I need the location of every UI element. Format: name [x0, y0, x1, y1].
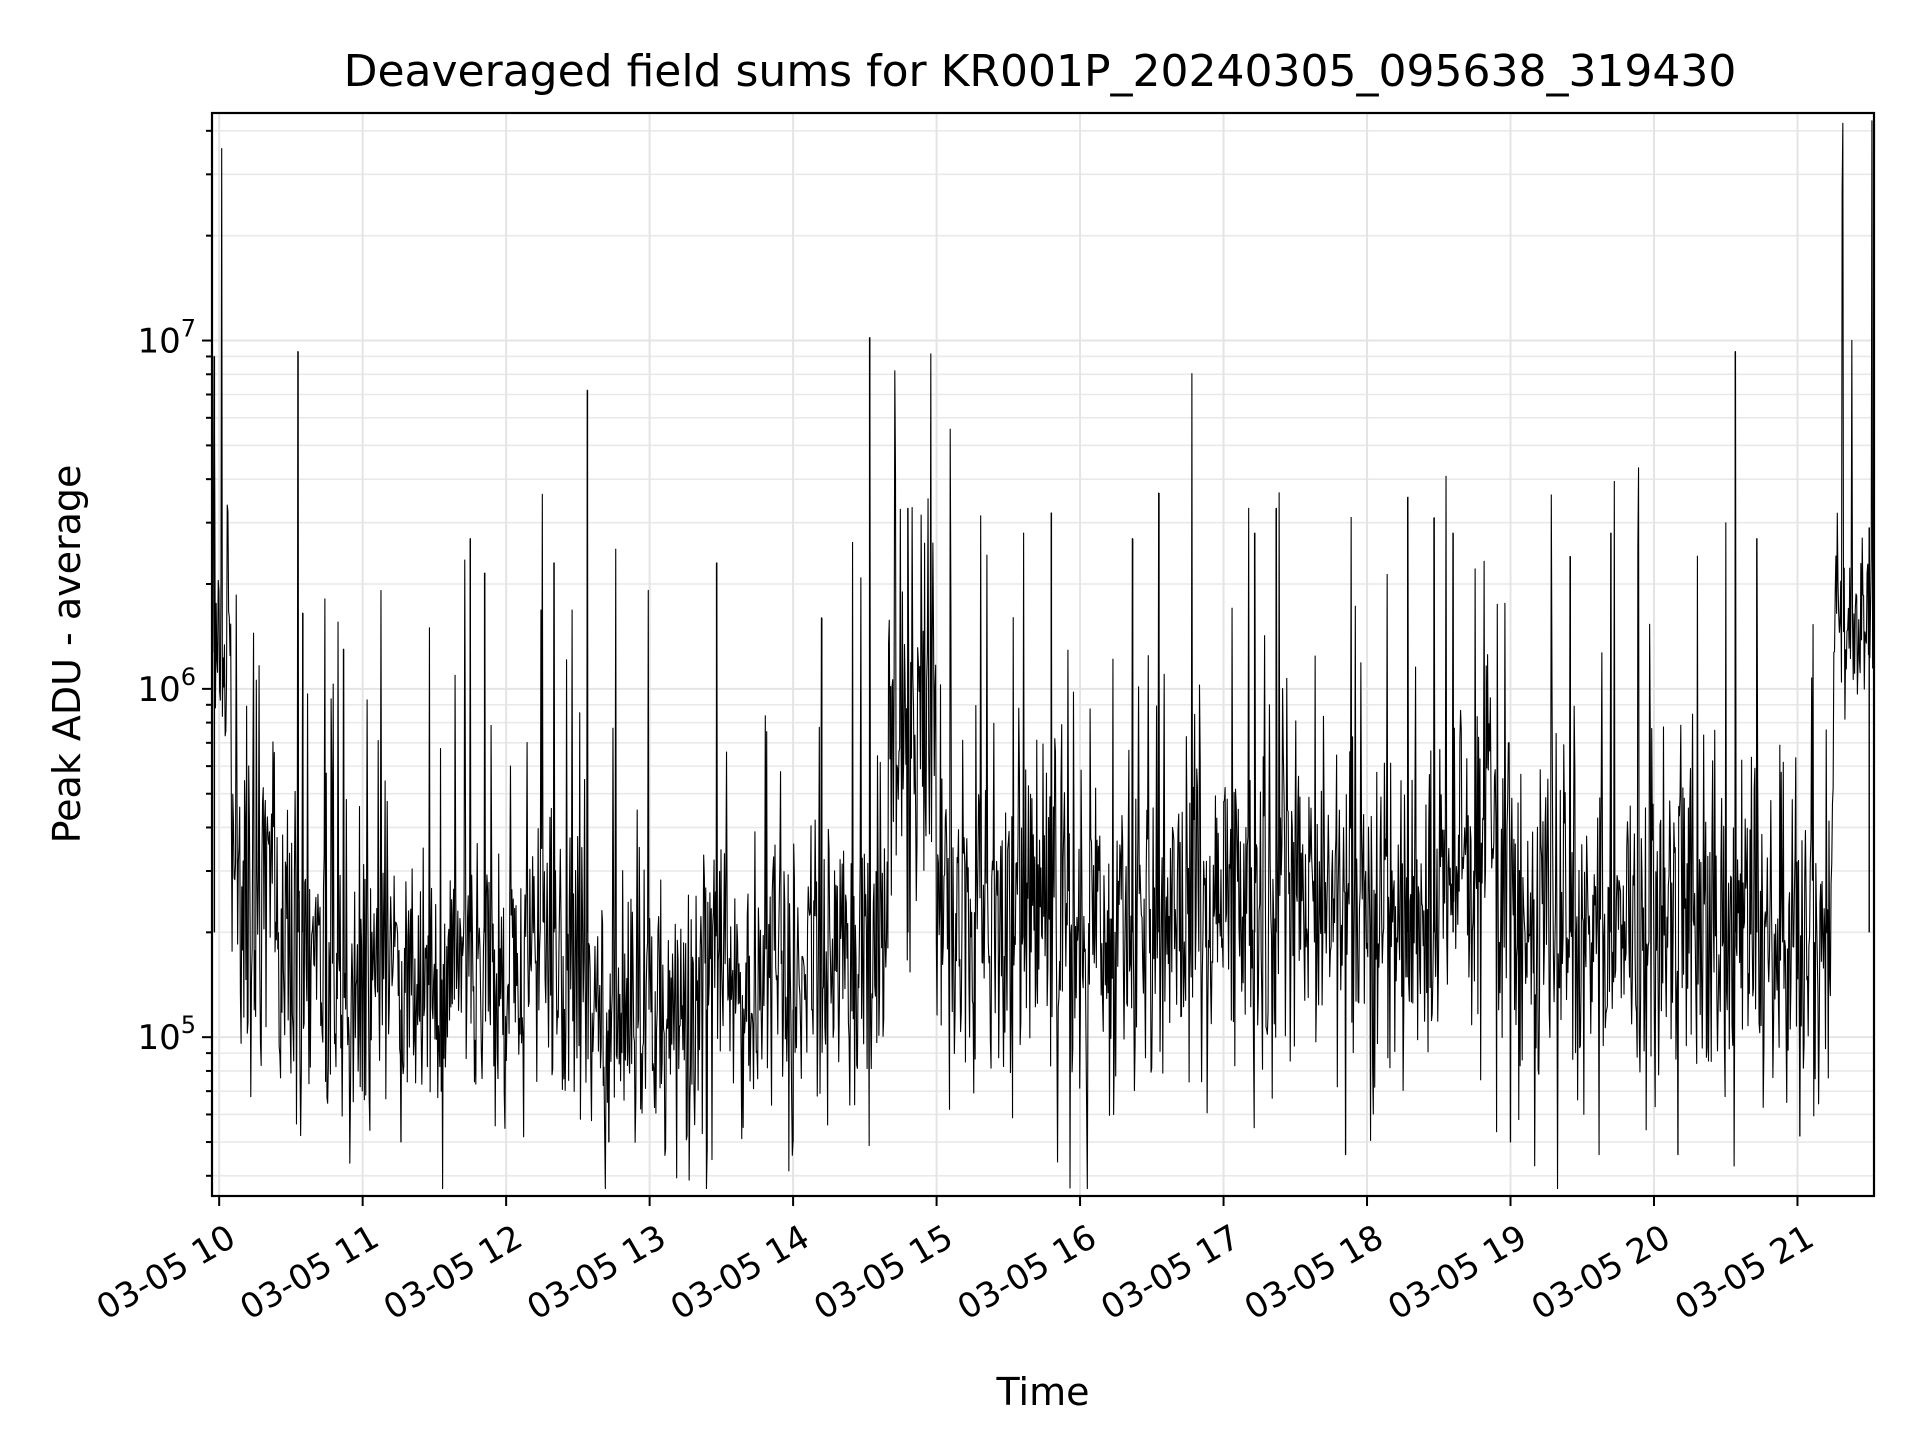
y-tick-label: 106 [137, 663, 196, 710]
series-line [211, 120, 1875, 1190]
plot-frame [210, 111, 1876, 1198]
y-tick-label: 105 [137, 1011, 196, 1058]
y-axis-label: Peak ADU - average [45, 465, 89, 844]
x-axis-label: Time [996, 1370, 1090, 1414]
series-layer [211, 120, 1875, 1190]
chart-title: Deaveraged field sums for KR001P_2024030… [344, 46, 1737, 97]
y-tick-label: 107 [137, 315, 196, 362]
